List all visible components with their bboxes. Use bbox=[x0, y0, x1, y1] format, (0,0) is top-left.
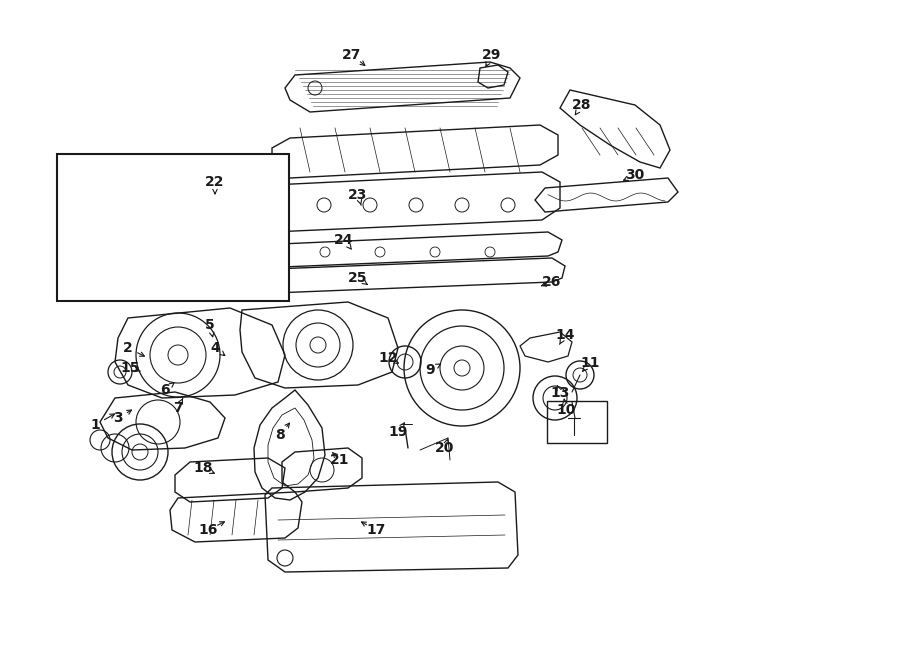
FancyBboxPatch shape bbox=[57, 154, 289, 301]
Text: 11: 11 bbox=[580, 356, 599, 370]
Text: 1: 1 bbox=[90, 418, 100, 432]
Text: 26: 26 bbox=[543, 275, 562, 289]
Text: 12: 12 bbox=[378, 351, 398, 365]
Text: 3: 3 bbox=[113, 411, 122, 425]
Text: 29: 29 bbox=[482, 48, 501, 62]
Text: 10: 10 bbox=[556, 403, 576, 417]
Text: 30: 30 bbox=[626, 168, 644, 182]
Text: 4: 4 bbox=[210, 341, 220, 355]
Text: 21: 21 bbox=[330, 453, 350, 467]
Text: 23: 23 bbox=[348, 188, 368, 202]
Text: 13: 13 bbox=[550, 386, 570, 400]
Text: 15: 15 bbox=[121, 361, 140, 375]
Text: 9: 9 bbox=[425, 363, 435, 377]
Text: 20: 20 bbox=[436, 441, 454, 455]
Text: 24: 24 bbox=[334, 233, 354, 247]
Text: 18: 18 bbox=[194, 461, 212, 475]
Text: 2: 2 bbox=[123, 341, 133, 355]
Text: 16: 16 bbox=[198, 523, 218, 537]
Text: 19: 19 bbox=[388, 425, 408, 439]
Text: 27: 27 bbox=[342, 48, 362, 62]
Text: 28: 28 bbox=[572, 98, 592, 112]
Text: 17: 17 bbox=[366, 523, 386, 537]
Text: 8: 8 bbox=[275, 428, 285, 442]
Text: 25: 25 bbox=[348, 271, 368, 285]
Text: 14: 14 bbox=[555, 328, 575, 342]
Text: 22: 22 bbox=[205, 175, 225, 189]
Text: 5: 5 bbox=[205, 318, 215, 332]
Text: 6: 6 bbox=[160, 383, 170, 397]
Text: 7: 7 bbox=[173, 401, 183, 415]
